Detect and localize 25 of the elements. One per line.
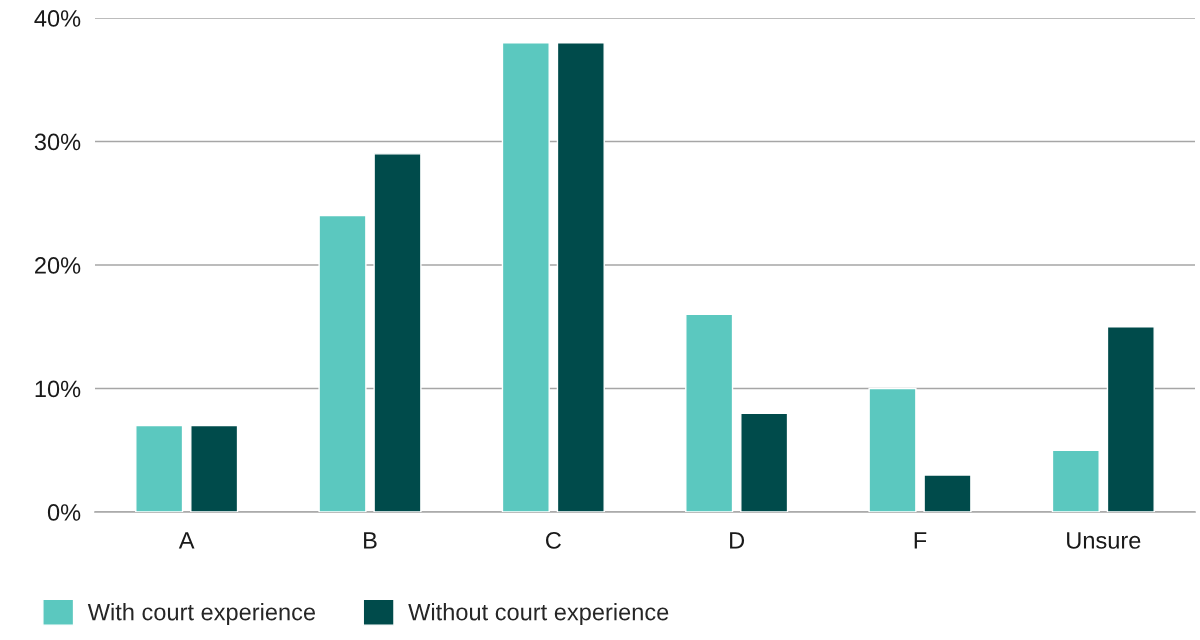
bar bbox=[501, 42, 550, 512]
x-tick-label: C bbox=[546, 532, 561, 549]
bar bbox=[556, 42, 605, 512]
x-tick-label: B bbox=[364, 532, 377, 549]
x-tick-label: Unsure bbox=[1067, 532, 1141, 549]
x-tick-label: F bbox=[914, 532, 927, 549]
bar bbox=[685, 313, 734, 512]
x-tick-label: D bbox=[730, 532, 745, 549]
bar bbox=[923, 474, 972, 512]
y-tick-label: 10% bbox=[35, 380, 81, 398]
bar bbox=[190, 424, 239, 512]
y-tick-label: 0% bbox=[47, 504, 81, 521]
x-tick-label: A bbox=[178, 532, 195, 549]
y-tick-label: 40% bbox=[34, 10, 81, 27]
legend-label: Without court experience bbox=[408, 603, 669, 626]
bar bbox=[868, 387, 917, 512]
bar bbox=[1106, 326, 1155, 512]
bar bbox=[740, 412, 789, 512]
y-tick-label: 20% bbox=[35, 257, 81, 274]
bar bbox=[373, 153, 422, 512]
bar bbox=[135, 424, 184, 512]
bar bbox=[318, 214, 367, 512]
bar bbox=[1051, 449, 1100, 512]
y-tick-label: 30% bbox=[34, 133, 81, 151]
legend-label: With court experience bbox=[87, 603, 315, 626]
